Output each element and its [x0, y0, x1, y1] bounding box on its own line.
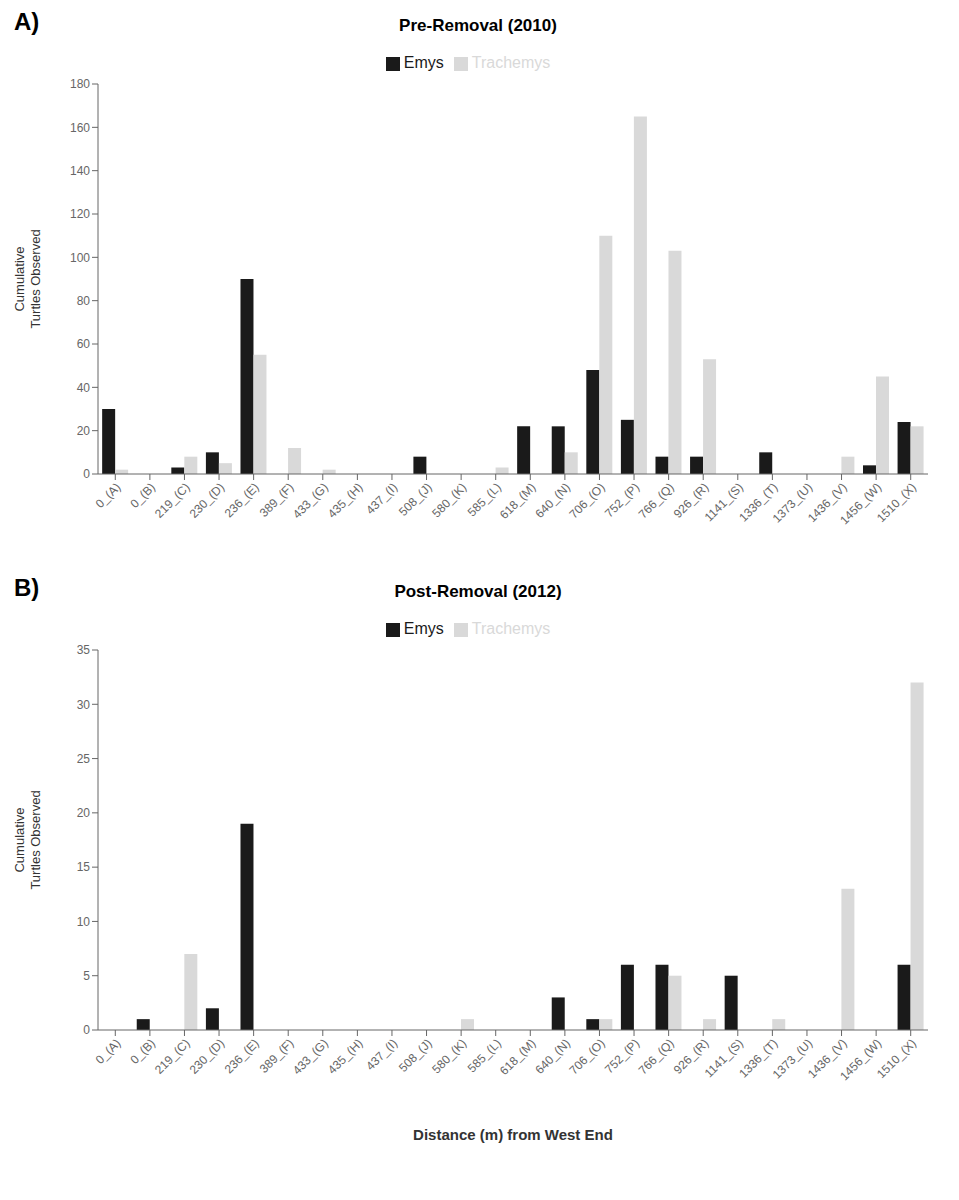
svg-text:618_(M): 618_(M)	[497, 1036, 538, 1077]
svg-text:60: 60	[77, 337, 91, 351]
svg-text:0: 0	[83, 467, 90, 481]
svg-text:35: 35	[77, 643, 91, 657]
svg-text:580_(K): 580_(K)	[429, 1036, 469, 1076]
svg-text:766_(Q): 766_(Q)	[636, 480, 677, 521]
svg-text:437_(I): 437_(I)	[363, 1036, 400, 1073]
svg-text:1141_(S): 1141_(S)	[701, 480, 746, 525]
svg-text:437_(I): 437_(I)	[363, 480, 400, 517]
svg-text:1456_(W): 1456_(W)	[837, 480, 884, 527]
svg-text:0: 0	[83, 1023, 90, 1037]
svg-text:25: 25	[77, 752, 91, 766]
svg-text:1141_(S): 1141_(S)	[701, 1036, 746, 1081]
svg-text:618_(M): 618_(M)	[497, 480, 538, 521]
html-text:Emys: Emys	[403, 620, 444, 637]
svg-text:230_(D): 230_(D)	[187, 1036, 228, 1077]
svg-text:435_(H): 435_(H)	[325, 480, 366, 521]
html-text:Pre-Removal (2010): Pre-Removal (2010)	[399, 16, 557, 35]
svg-text:20: 20	[77, 424, 91, 438]
svg-text:140: 140	[70, 164, 90, 178]
svg-text:100: 100	[70, 251, 90, 265]
svg-text:0_(A): 0_(A)	[93, 1036, 124, 1067]
svg-text:752_(P): 752_(P)	[602, 1036, 642, 1076]
svg-text:389_(F): 389_(F)	[257, 1036, 297, 1076]
svg-text:180: 180	[70, 77, 90, 91]
svg-text:160: 160	[70, 121, 90, 135]
svg-text:706_(O): 706_(O)	[567, 480, 608, 521]
svg-text:640_(N): 640_(N)	[532, 480, 573, 521]
svg-text:508_(J): 508_(J)	[396, 480, 435, 519]
svg-text:CumulativeTurtles Observed: CumulativeTurtles Observed	[12, 229, 43, 328]
svg-text:1510_(X): 1510_(X)	[874, 480, 919, 525]
svg-text:20: 20	[77, 806, 91, 820]
html-text:Trachemys: Trachemys	[471, 54, 551, 71]
svg-text:508_(J): 508_(J)	[396, 1036, 435, 1075]
svg-text:1336_(T): 1336_(T)	[736, 1036, 781, 1081]
svg-text:1336_(T): 1336_(T)	[736, 480, 781, 525]
svg-text:Distance (m) from West End: Distance (m) from West End	[413, 1126, 613, 1143]
svg-text:389_(F): 389_(F)	[257, 480, 297, 520]
svg-text:1436_(V): 1436_(V)	[804, 480, 850, 526]
svg-text:80: 80	[77, 294, 91, 308]
svg-text:435_(H): 435_(H)	[325, 1036, 366, 1077]
svg-text:30: 30	[77, 698, 91, 712]
html-text:Trachemys: Trachemys	[471, 620, 551, 637]
svg-text:1373_(U): 1373_(U)	[769, 1036, 816, 1082]
html-text:A): A)	[14, 8, 40, 35]
html-text:Post-Removal (2012): Post-Removal (2012)	[394, 582, 562, 601]
svg-text:706_(O): 706_(O)	[567, 1036, 608, 1077]
svg-text:0_(B): 0_(B)	[127, 1036, 158, 1067]
svg-text:1373_(U): 1373_(U)	[769, 480, 816, 526]
html-text:B): B)	[14, 574, 40, 601]
svg-text:766_(Q): 766_(Q)	[636, 1036, 677, 1077]
svg-text:0_(B): 0_(B)	[127, 480, 158, 511]
svg-text:926_(R): 926_(R)	[670, 1036, 712, 1077]
svg-text:1436_(V): 1436_(V)	[804, 1036, 850, 1082]
svg-text:5: 5	[83, 969, 90, 983]
svg-text:219_(C): 219_(C)	[152, 480, 193, 521]
svg-text:15: 15	[77, 860, 91, 874]
svg-text:0_(A): 0_(A)	[93, 480, 124, 511]
svg-text:433_(G): 433_(G)	[290, 1036, 331, 1077]
svg-text:10: 10	[77, 915, 91, 929]
svg-text:40: 40	[77, 381, 91, 395]
svg-text:236_(E): 236_(E)	[222, 1036, 262, 1076]
html-text:Emys: Emys	[403, 54, 444, 71]
svg-text:585_(L): 585_(L)	[464, 480, 504, 520]
svg-text:236_(E): 236_(E)	[222, 480, 262, 520]
svg-text:219_(C): 219_(C)	[152, 1036, 193, 1077]
svg-text:580_(K): 580_(K)	[429, 480, 469, 520]
svg-text:1510_(X): 1510_(X)	[874, 1036, 919, 1081]
svg-text:926_(R): 926_(R)	[670, 480, 712, 521]
svg-text:1456_(W): 1456_(W)	[837, 1036, 884, 1083]
svg-text:230_(D): 230_(D)	[187, 480, 228, 521]
svg-text:433_(G): 433_(G)	[290, 480, 331, 521]
svg-text:CumulativeTurtles Observed: CumulativeTurtles Observed	[12, 790, 43, 889]
svg-text:585_(L): 585_(L)	[464, 1036, 504, 1076]
svg-text:752_(P): 752_(P)	[602, 480, 642, 520]
svg-text:640_(N): 640_(N)	[532, 1036, 573, 1077]
svg-text:120: 120	[70, 207, 90, 221]
